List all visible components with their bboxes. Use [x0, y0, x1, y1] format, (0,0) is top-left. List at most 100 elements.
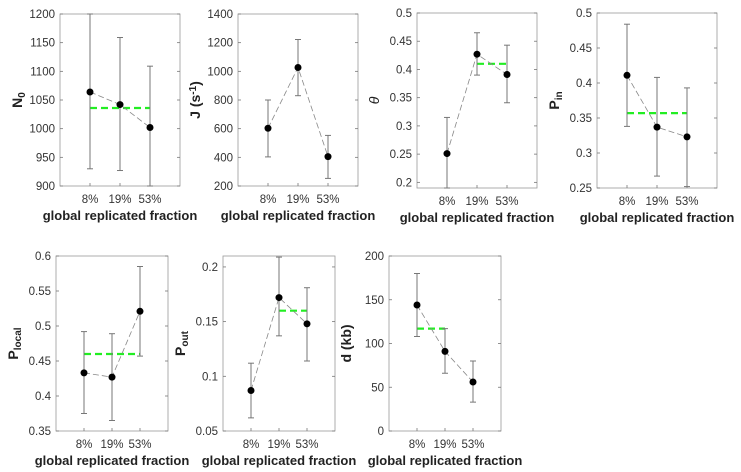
y-tick-label: 0.2 [396, 177, 412, 189]
x-axis-label: global replicated fraction [221, 208, 376, 223]
x-tick-label: 8% [243, 439, 260, 451]
y-tick-label: 100 [365, 339, 384, 351]
data-point [324, 153, 332, 161]
y-tick-label: 0.6 [35, 251, 51, 263]
x-tick-label: 8% [82, 194, 99, 206]
y-axis-label: Pout [172, 330, 191, 356]
data-point [653, 123, 661, 131]
data-point [303, 320, 311, 328]
y-tick-label: 0.45 [570, 43, 592, 55]
data-point [473, 50, 481, 58]
x-axis-label: global replicated fraction [368, 453, 523, 468]
subplot-1: 900 950 1000 1050 1100 1150 1200 8% 19% 53% global… [9, 9, 197, 223]
y-tick-label: 0.25 [390, 149, 412, 161]
x-tick-label: 53% [128, 439, 151, 451]
subplot-5: 0.35 0.4 0.45 0.5 0.55 0.6 8% 19% 53% global repl… [5, 251, 189, 468]
y-label-part: J (s [187, 95, 203, 119]
y-label-part: d (kb) [338, 324, 354, 362]
y-axis-label: d (kb) [338, 324, 354, 362]
y-tick-label: 0.35 [29, 426, 51, 438]
x-tick-label: 8% [76, 439, 93, 451]
x-tick-label: 19% [433, 439, 456, 451]
y-tick-label: 1400 [207, 9, 233, 21]
subplot-6: 0.05 0.1 0.15 0.2 8% 19% 53% global replicated … [172, 255, 357, 468]
y-tick-label: 800 [214, 95, 233, 107]
data-point [86, 88, 94, 96]
y-label-part: 0 [17, 92, 28, 98]
y-axis-label: Pin [546, 91, 565, 109]
data-point [80, 369, 88, 377]
y-tick-label: 900 [36, 181, 55, 193]
y-tick-label: 0.45 [390, 36, 412, 48]
x-tick-label: 19% [100, 439, 123, 451]
y-tick-label: 0.5 [396, 8, 412, 20]
x-axis-label: global replicated fraction [580, 210, 735, 225]
y-tick-label: 0.5 [576, 8, 592, 20]
x-tick-label: 19% [267, 439, 290, 451]
y-label-part: P [5, 350, 21, 359]
data-point [146, 124, 154, 132]
y-tick-label: 1150 [30, 38, 55, 50]
y-tick-label: 0.2 [202, 262, 218, 274]
x-tick-label: 53% [316, 194, 339, 206]
subplot-4: 0.25 0.3 0.35 0.4 0.45 0.5 8% 19% 53% global repl… [546, 8, 734, 225]
y-tick-label: 150 [365, 295, 384, 307]
y-tick-label: 600 [214, 124, 233, 136]
subplot-7: 0 50 100 150 200 8% 19% 53% global replicated fr… [338, 251, 522, 468]
subplot-2: 200 400 600 800 1000 1200 1400 8% 19% 53% global r… [187, 9, 375, 223]
x-tick-label: 53% [495, 196, 518, 208]
y-tick-label: 0.55 [29, 286, 51, 298]
y-tick-label: 0.4 [396, 64, 413, 76]
y-tick-label: 200 [214, 181, 233, 193]
x-tick-label: 19% [108, 194, 131, 206]
y-tick-label: 200 [365, 251, 384, 263]
x-tick-label: 8% [619, 196, 636, 208]
x-tick-label: 19% [286, 194, 309, 206]
y-tick-label: 0.4 [576, 78, 593, 90]
y-tick-label: 0.35 [570, 113, 592, 125]
y-axis-label: θ [366, 96, 382, 104]
y-label-part: in [554, 91, 565, 100]
y-tick-label: 0.25 [570, 183, 592, 195]
x-axis-label: global replicated fraction [400, 210, 555, 225]
x-tick-label: 19% [645, 196, 668, 208]
y-tick-label: 0.15 [196, 317, 218, 329]
y-tick-label: 0 [378, 426, 384, 438]
data-point [136, 307, 144, 315]
y-tick-label: 0.35 [390, 93, 412, 105]
x-tick-label: 8% [260, 194, 277, 206]
y-label-part: -1 [188, 85, 199, 94]
data-point [469, 378, 477, 386]
y-tick-label: 0.05 [196, 426, 218, 438]
y-label-part: out [180, 330, 191, 346]
y-tick-label: 1100 [30, 66, 55, 78]
y-tick-label: 50 [371, 382, 384, 394]
y-tick-label: 1000 [29, 124, 55, 136]
x-tick-label: 8% [439, 196, 456, 208]
x-tick-label: 53% [295, 439, 318, 451]
data-point [623, 71, 631, 79]
x-axis-label: global replicated fraction [43, 208, 198, 223]
x-tick-label: 53% [138, 194, 161, 206]
connector-line [250, 296, 308, 391]
y-tick-label: 0.1 [202, 371, 218, 383]
data-point [683, 133, 691, 141]
y-tick-label: 0.4 [35, 391, 52, 403]
y-label-part: P [172, 347, 188, 356]
x-tick-label: 19% [465, 196, 488, 208]
y-tick-label: 0.3 [396, 121, 412, 133]
y-label-part: N [9, 98, 25, 108]
data-point [413, 301, 421, 309]
x-axis-label: global replicated fraction [202, 453, 357, 468]
subplot-3: 0.2 0.25 0.3 0.35 0.4 0.45 0.5 8% 19% 53% global r… [366, 8, 554, 225]
y-axis-label: N0 [9, 92, 28, 108]
data-point [275, 294, 283, 302]
data-point [441, 347, 449, 355]
y-tick-label: 400 [214, 152, 233, 164]
data-point [108, 373, 116, 381]
y-tick-label: 1000 [207, 66, 233, 78]
data-point [116, 101, 124, 109]
y-tick-label: 0.5 [35, 321, 51, 333]
x-tick-label: 53% [461, 439, 484, 451]
